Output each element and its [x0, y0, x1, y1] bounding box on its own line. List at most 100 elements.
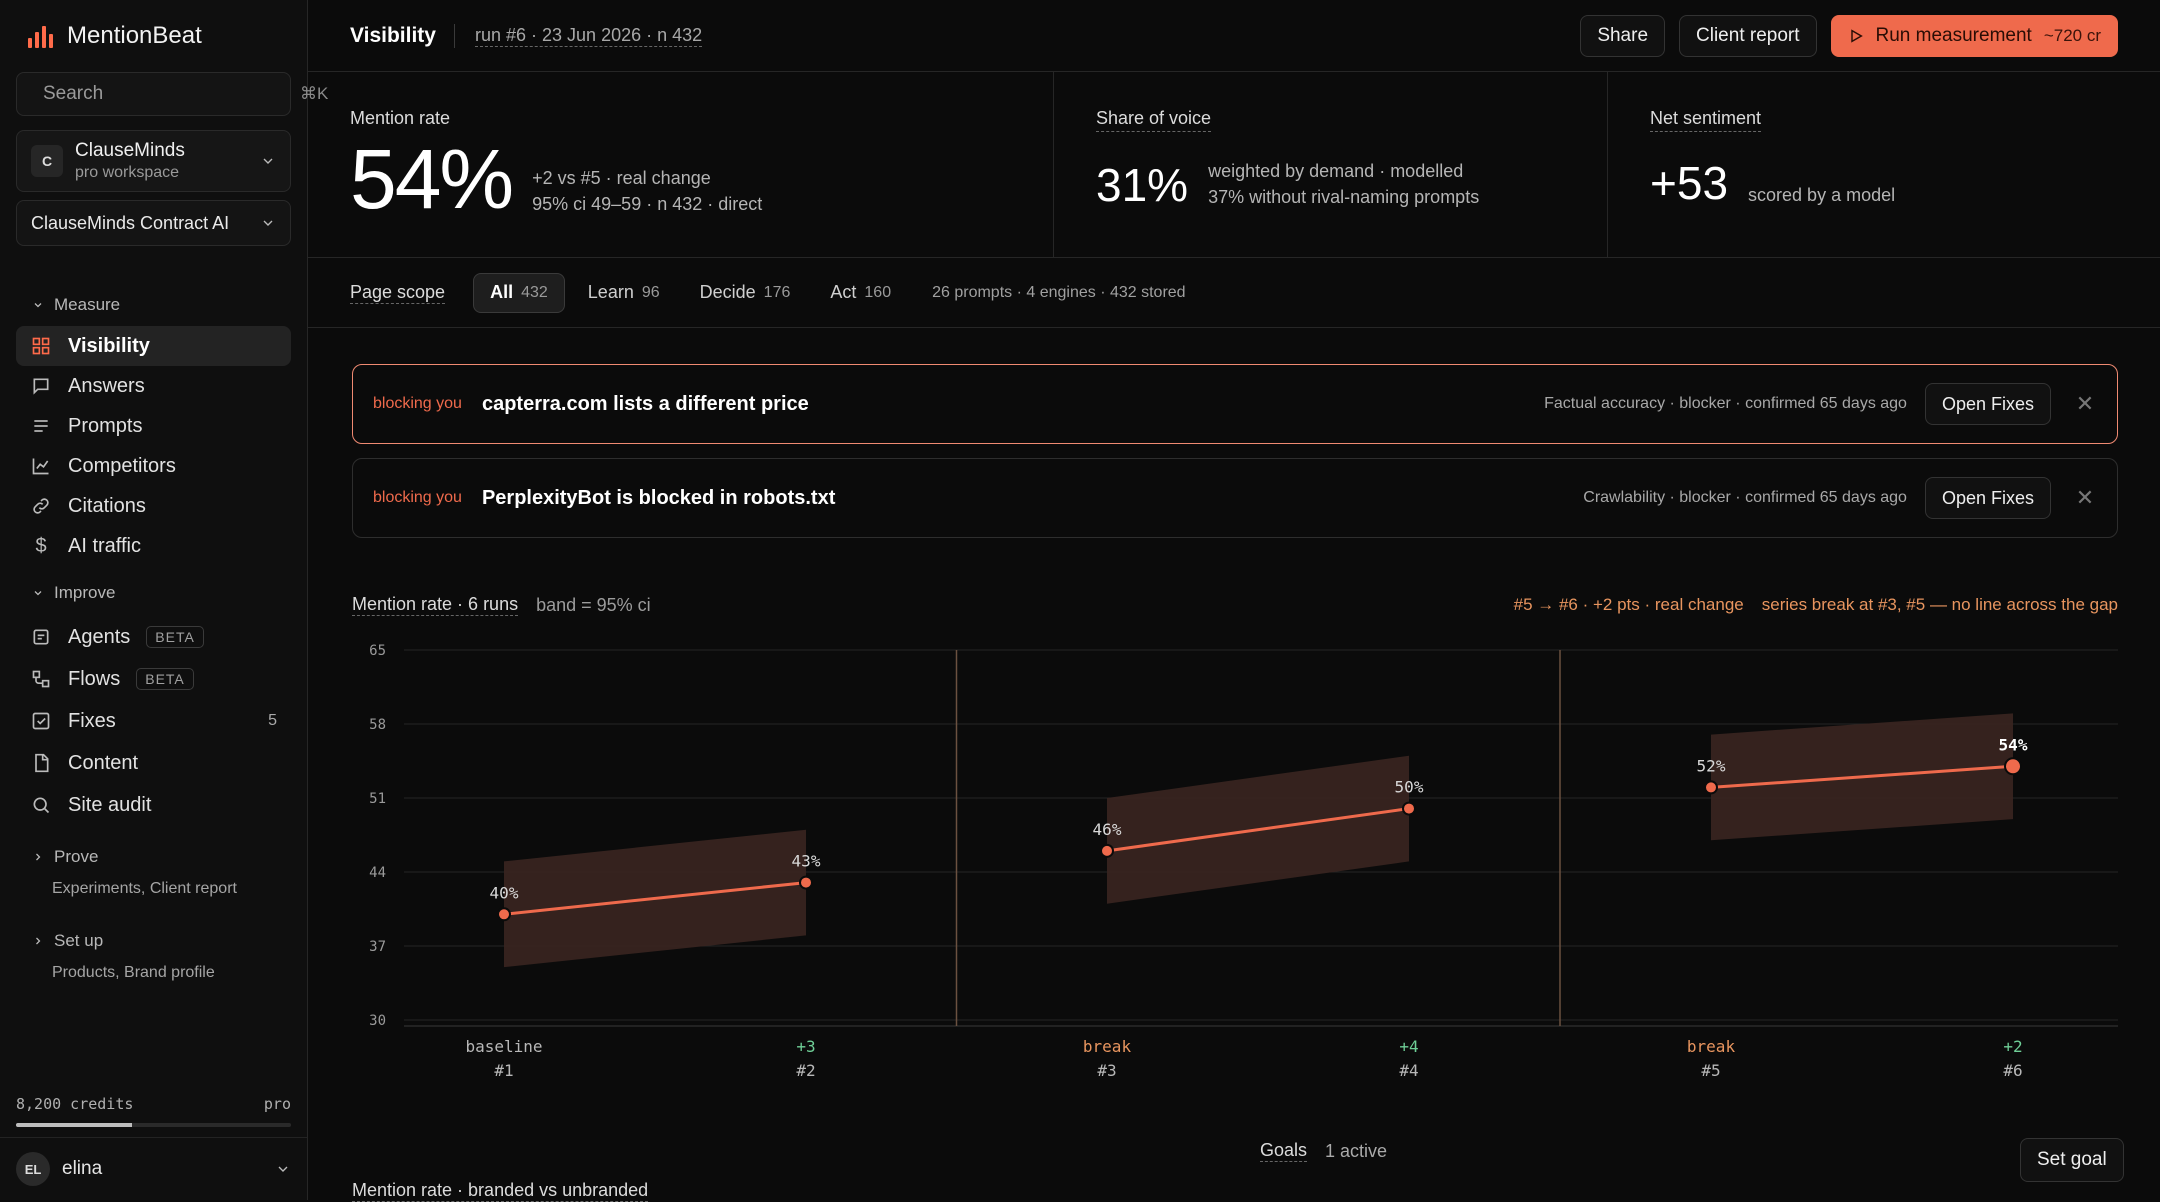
mention-rate-value: 54%	[350, 132, 514, 226]
sidebar-item-citations[interactable]: Citations	[16, 486, 291, 526]
scope-tab-decide[interactable]: Decide 176	[683, 273, 808, 313]
product-selector[interactable]: ClauseMinds Contract AI	[16, 200, 291, 246]
search-input[interactable]	[43, 83, 288, 105]
run-info[interactable]: run #6 · 23 Jun 2026 · n 432	[474, 24, 703, 47]
chevron-down-icon	[278, 1166, 288, 1172]
scope-tab-all[interactable]: All 432	[473, 272, 565, 313]
user-menu[interactable]: EL elina	[0, 1137, 307, 1200]
sidebar-item-label: Prompts	[68, 414, 143, 437]
scope-tab-learn[interactable]: Learn 96	[571, 273, 677, 313]
sidebar-item-answers[interactable]: Answers	[16, 366, 291, 406]
sidebar-item-agents[interactable]: Agents BETA	[16, 616, 291, 658]
sov-note-2: 37% without rival-naming prompts	[1208, 187, 1480, 207]
metric-label[interactable]: Mention rate	[350, 108, 451, 128]
main-content: Visibility run #6 · 23 Jun 2026 · n 432 …	[308, 0, 2160, 1200]
x-annotation: break	[1687, 1037, 1736, 1056]
data-point	[497, 907, 511, 922]
close-icon[interactable]: ✕	[2075, 485, 2095, 510]
mention-rate-change: +2 vs #5 · real change	[532, 168, 711, 188]
scope-tab-act[interactable]: Act 160	[813, 273, 908, 313]
scope-tab-count: 96	[641, 283, 660, 301]
branded-chart-title[interactable]: Mention rate · branded vs unbranded	[352, 1180, 649, 1202]
x-annotation: +3	[796, 1037, 815, 1056]
metric-mention-rate: Mention rate 54% +2 vs #5 · real change …	[308, 72, 1054, 257]
metrics-row: Mention rate 54% +2 vs #5 · real change …	[308, 72, 2160, 258]
nav-section-measure[interactable]: Measure	[0, 288, 307, 322]
chevron-right-icon	[36, 853, 41, 861]
search-icon	[30, 794, 52, 816]
scope-tab-count: 432	[521, 283, 548, 301]
sidebar-item-label: AI traffic	[68, 534, 141, 557]
metric-label[interactable]: Share of voice	[1096, 108, 1212, 132]
x-annotation: baseline	[465, 1037, 542, 1056]
metric-label[interactable]: Net sentiment	[1650, 108, 1762, 132]
nav-section-label: Improve	[54, 583, 116, 602]
x-tick-label: #6	[2003, 1061, 2022, 1080]
sidebar-item-label: Answers	[68, 374, 145, 397]
x-annotation: break	[1083, 1037, 1132, 1056]
share-button[interactable]: Share	[1580, 14, 1666, 57]
y-tick-label: 65	[369, 643, 386, 659]
series-line	[503, 881, 807, 916]
sidebar-item-label: Flows	[68, 667, 121, 690]
chevron-down-icon	[263, 158, 273, 164]
open-fixes-button[interactable]: Open Fixes	[1924, 383, 2051, 425]
set-goal-button[interactable]: Set goal	[2020, 1138, 2124, 1182]
workspace-name: ClauseMinds	[75, 140, 185, 161]
scope-tab-count: 160	[864, 283, 892, 301]
goals-label[interactable]: Goals	[1260, 1140, 1308, 1162]
close-icon[interactable]: ✕	[2075, 391, 2095, 416]
chart-change-note: #5 → #6 · +2 pts · real change	[1513, 595, 1744, 614]
chart-break-note: series break at #3, #5 — no line across …	[1761, 595, 2118, 614]
brand-logo-icon	[28, 24, 53, 48]
brand[interactable]: MentionBeat	[0, 0, 307, 72]
chart-title[interactable]: Mention rate · 6 runs	[352, 594, 519, 616]
nav-section-summary: Experiments, Client report	[52, 880, 237, 897]
sidebar-item-site-audit[interactable]: Site audit	[16, 784, 291, 826]
data-point	[799, 875, 813, 890]
y-tick-label: 51	[369, 791, 386, 807]
credits-progress	[16, 1123, 291, 1127]
chart-subtitle: band = 95% ci	[536, 594, 651, 615]
x-annotation: +2	[2003, 1037, 2022, 1056]
sidebar-item-label: Site audit	[68, 793, 152, 816]
y-tick-label: 44	[369, 865, 386, 881]
sidebar-item-content[interactable]: Content	[16, 742, 291, 784]
sidebar-item-fixes[interactable]: Fixes 5	[16, 700, 291, 742]
data-label: 46%	[1093, 820, 1122, 839]
data-label: 50%	[1395, 778, 1424, 797]
sidebar-item-competitors[interactable]: Competitors	[16, 446, 291, 486]
sov-note: weighted by demand · modelled	[1208, 161, 1464, 181]
data-point	[1402, 801, 1416, 816]
net-sentiment-value: +53	[1650, 157, 1729, 209]
x-tick-label: #5	[1701, 1061, 1720, 1080]
sidebar-item-ai-traffic[interactable]: $ AI traffic	[16, 526, 291, 566]
nav-section-prove[interactable]: Prove	[0, 840, 307, 874]
nav-section-improve[interactable]: Improve	[0, 576, 307, 610]
product-name: ClauseMinds Contract AI	[31, 212, 230, 233]
search-box[interactable]: ⌘K	[16, 72, 328, 116]
workspace-plan: pro workspace	[75, 164, 180, 181]
sidebar-item-prompts[interactable]: Prompts	[16, 406, 291, 446]
blocker-title: capterra.com lists a different price	[481, 392, 809, 415]
workspace-switcher[interactable]: C ClauseMinds pro workspace	[16, 130, 291, 192]
user-name: elina	[62, 1158, 103, 1179]
page-title: Visibility	[350, 23, 455, 48]
document-icon	[30, 752, 52, 774]
page-scope-label[interactable]: Page scope	[350, 281, 446, 304]
open-fixes-button[interactable]: Open Fixes	[1924, 477, 2051, 519]
sidebar-item-flows[interactable]: Flows BETA	[16, 658, 291, 700]
run-measurement-button[interactable]: Run measurement ~720 cr	[1830, 14, 2118, 57]
list-icon	[30, 415, 52, 437]
message-icon	[30, 375, 52, 397]
scope-tab-label: Learn	[587, 282, 634, 302]
client-report-button[interactable]: Client report	[1679, 14, 1817, 57]
chevron-right-icon	[36, 937, 41, 945]
sidebar-item-visibility[interactable]: Visibility	[16, 326, 291, 366]
link-icon	[30, 495, 52, 517]
nav-section-setup[interactable]: Set up	[0, 924, 307, 958]
beta-badge: BETA	[146, 626, 204, 648]
metric-share-of-voice: Share of voice 31% weighted by demand · …	[1054, 72, 1608, 257]
sidebar-item-label: Content	[68, 751, 139, 774]
chevron-down-icon	[34, 303, 42, 308]
